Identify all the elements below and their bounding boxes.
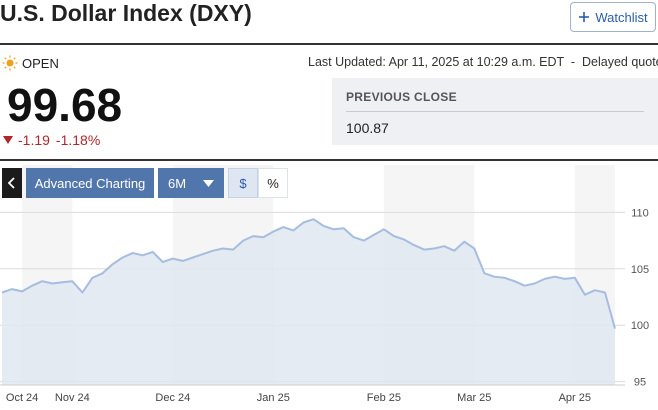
y-tick-label: 100 xyxy=(631,320,649,332)
advanced-charting-button[interactable]: Advanced Charting xyxy=(26,168,154,198)
change: -1.19 xyxy=(18,132,50,148)
previous-close-label: PREVIOUS CLOSE xyxy=(346,90,457,104)
divider xyxy=(0,43,658,45)
price: 99.68 xyxy=(7,79,123,131)
x-tick-label: Mar 25 xyxy=(457,392,491,404)
page-title: U.S. Dollar Index (DXY) xyxy=(0,0,252,26)
last-updated: Last Updated: Apr 11, 2025 at 10:29 a.m.… xyxy=(308,55,658,69)
previous-close-value: 100.87 xyxy=(346,120,389,136)
watchlist-button[interactable]: Watchlist xyxy=(570,2,656,32)
back-button[interactable] xyxy=(2,168,22,198)
dropdown-arrow xyxy=(203,179,214,187)
range-label: 6M xyxy=(168,175,187,191)
y-tick-label: 95 xyxy=(634,377,646,389)
divider xyxy=(0,159,658,161)
x-tick-label: Oct 24 xyxy=(6,392,38,404)
divider xyxy=(346,111,644,112)
change-row: -1.19 -1.18% xyxy=(3,132,100,148)
sun-icon xyxy=(2,55,18,71)
down-arrow xyxy=(3,136,13,144)
y-tick-label: 105 xyxy=(631,264,649,276)
x-tick-label: Nov 24 xyxy=(55,392,90,404)
x-tick-label: Apr 25 xyxy=(559,392,591,404)
percent-toggle[interactable]: % xyxy=(258,168,288,198)
chart: 95 100 105 110 Oct 24 Nov 24 Dec 24 Jan 25 Feb 2… xyxy=(0,165,649,404)
y-tick-label: 110 xyxy=(631,207,649,219)
previous-close-box: PREVIOUS CLOSE 100.87 xyxy=(332,78,658,145)
dollar-toggle[interactable]: $ xyxy=(228,168,258,198)
watchlist-label: Watchlist xyxy=(595,9,648,25)
x-tick-label: Dec 24 xyxy=(155,392,190,404)
x-tick-label: Jan 25 xyxy=(257,392,290,404)
change-percent: -1.18% xyxy=(55,132,101,148)
chevron-icon xyxy=(8,177,15,189)
market-status: OPEN xyxy=(22,56,59,71)
area xyxy=(2,219,615,385)
plus-icon xyxy=(579,12,590,22)
x-tick-label: Feb 25 xyxy=(367,392,401,404)
range-dropdown[interactable]: 6M xyxy=(158,168,224,198)
line xyxy=(1,218,616,329)
